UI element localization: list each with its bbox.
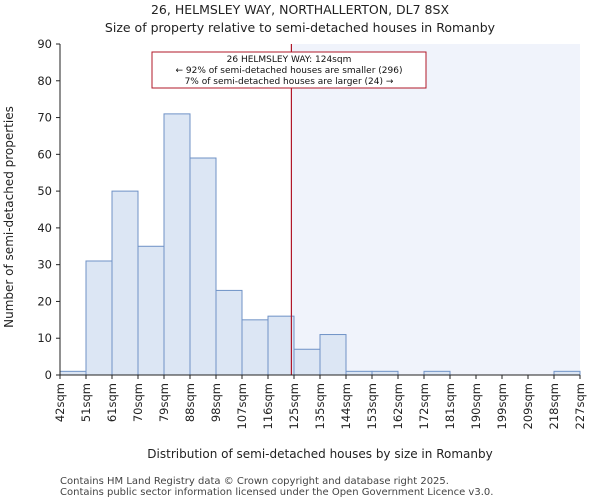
x-axis-label: Distribution of semi-detached houses by … <box>147 447 492 461</box>
bar-125sqm <box>293 348 321 376</box>
marker-annotation: 26 HELMSLEY WAY: 124sqm ← 92% of semi-de… <box>151 51 427 89</box>
footer-line-2: Contains public sector information licen… <box>60 487 493 498</box>
bar-61sqm <box>111 190 139 376</box>
y-tick-label: 10 <box>37 331 52 345</box>
x-tick-label: 135sqm <box>313 383 327 429</box>
x-tick-label: 153sqm <box>365 383 379 429</box>
x-tick-label: 172sqm <box>417 383 431 429</box>
bar-153sqm <box>371 370 399 376</box>
y-tick-label: 40 <box>37 221 52 235</box>
bar-70sqm <box>137 245 165 376</box>
y-tick-label: 50 <box>37 184 52 198</box>
y-axis-label: Number of semi-detached properties <box>2 106 16 328</box>
annotation-line-2: ← 92% of semi-detached houses are smalle… <box>176 66 403 76</box>
x-tick-label: 42sqm <box>53 383 67 422</box>
bar-98sqm <box>215 289 243 376</box>
x-tick-label: 107sqm <box>235 383 249 429</box>
bar-135sqm <box>319 334 347 376</box>
x-tick-label: 190sqm <box>469 383 483 429</box>
bar-79sqm <box>163 113 191 376</box>
x-tick-label: 218sqm <box>547 383 561 429</box>
bar-88sqm <box>189 157 217 376</box>
x-tick-label: 209sqm <box>521 383 535 429</box>
footer-line-1: Contains HM Land Registry data © Crown c… <box>60 476 449 487</box>
y-tick-label: 70 <box>37 111 52 125</box>
x-tick-label: 88sqm <box>183 383 197 422</box>
x-tick-label: 181sqm <box>443 383 457 429</box>
x-tick-label: 51sqm <box>79 383 93 422</box>
bar-51sqm <box>85 260 113 376</box>
y-tick-label: 80 <box>37 74 52 88</box>
x-tick-label: 79sqm <box>157 383 171 422</box>
bar-107sqm <box>241 319 269 376</box>
x-tick-label: 144sqm <box>339 383 353 429</box>
x-tick-label: 162sqm <box>391 383 405 429</box>
x-tick-label: 199sqm <box>495 383 509 429</box>
chart-title: 26, HELMSLEY WAY, NORTHALLERTON, DL7 8SX <box>151 2 449 17</box>
annotation-line-1: 26 HELMSLEY WAY: 124sqm <box>227 55 352 65</box>
bar-144sqm <box>345 370 373 376</box>
bar-42sqm <box>59 370 87 376</box>
y-tick-label: 90 <box>37 37 52 51</box>
y-tick-label: 60 <box>37 147 52 161</box>
y-tick-label: 30 <box>37 258 52 272</box>
bar-116sqm <box>267 315 295 376</box>
x-tick-label: 116sqm <box>261 383 275 429</box>
bar-172sqm <box>423 370 451 376</box>
y-tick-label: 0 <box>45 368 52 382</box>
bar-218sqm <box>553 370 581 376</box>
chart-subtitle: Size of property relative to semi-detach… <box>105 20 496 35</box>
y-tick-label: 20 <box>37 294 52 308</box>
x-tick-label: 98sqm <box>209 383 223 422</box>
x-tick-label: 125sqm <box>287 383 301 429</box>
x-tick-label: 70sqm <box>131 383 145 422</box>
annotation-box <box>151 51 427 89</box>
annotation-line-3: 7% of semi-detached houses are larger (2… <box>185 77 394 87</box>
x-tick-label: 61sqm <box>105 383 119 422</box>
x-tick-label: 227sqm <box>573 383 587 429</box>
larger-region-highlight <box>291 44 580 375</box>
